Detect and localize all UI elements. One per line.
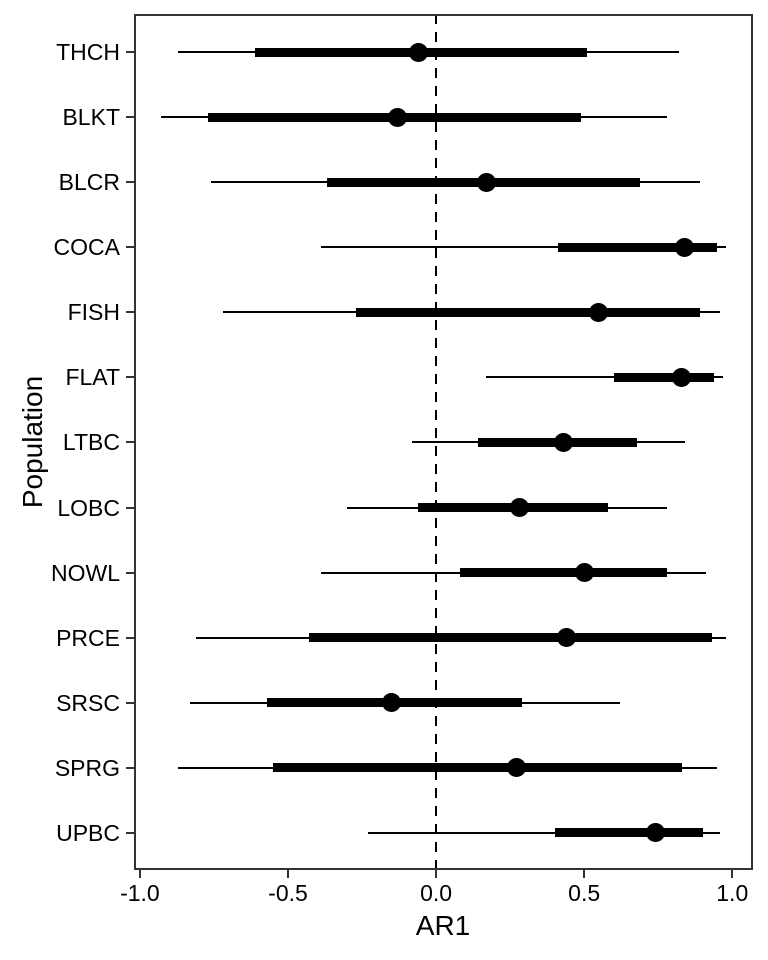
- row-inner-interval: [308, 633, 712, 643]
- row-outer-interval: [367, 831, 721, 834]
- x-axis-tick: [287, 870, 289, 878]
- row-inner-interval: [273, 763, 682, 773]
- row-point-estimate: [574, 563, 594, 583]
- row-point-estimate: [388, 107, 408, 127]
- row-inner-interval: [557, 242, 718, 252]
- row-point-estimate: [553, 432, 573, 452]
- x-axis-tick: [731, 870, 734, 878]
- y-axis-tick: [126, 636, 134, 639]
- y-axis-tick: [126, 441, 134, 444]
- y-tick-label: LOBC: [57, 494, 120, 521]
- x-axis-title: AR1: [415, 910, 471, 941]
- row-point-estimate: [675, 237, 695, 257]
- row-inner-interval: [356, 307, 700, 317]
- x-tick-label: -0.5: [268, 880, 308, 906]
- row-outer-interval: [320, 246, 727, 249]
- y-tick-label: BLCR: [58, 169, 120, 196]
- y-axis-tick: [126, 571, 134, 574]
- y-tick-label: SPRG: [54, 754, 120, 781]
- y-axis-tick: [126, 311, 134, 314]
- y-tick-label: BLKT: [62, 104, 120, 131]
- y-tick-label: THCH: [56, 39, 120, 65]
- y-tick-label: SRSC: [56, 689, 120, 716]
- plot-panel: [134, 14, 753, 870]
- row-point-estimate: [672, 367, 692, 387]
- y-axis-tick: [126, 51, 134, 53]
- row-inner-interval: [554, 828, 703, 838]
- x-axis-tick: [435, 870, 438, 878]
- y-tick-label: NOWL: [51, 559, 120, 586]
- y-axis-tick: [126, 181, 134, 184]
- y-axis-tick: [126, 701, 134, 704]
- y-axis-tick: [126, 116, 134, 119]
- y-axis-tick: [126, 376, 134, 379]
- row-point-estimate: [506, 758, 526, 778]
- y-tick-label: PRCE: [56, 624, 120, 651]
- y-tick-label: FLAT: [65, 364, 120, 391]
- row-inner-interval: [459, 568, 668, 578]
- row-point-estimate: [645, 823, 665, 843]
- y-tick-label: UPBC: [56, 819, 120, 846]
- row-point-estimate: [382, 693, 402, 713]
- x-tick-label: 1.0: [716, 880, 749, 906]
- row-outer-interval: [486, 376, 724, 379]
- row-inner-interval: [613, 372, 715, 382]
- y-axis-tick: [126, 766, 134, 769]
- x-tick-label: -1.0: [120, 880, 160, 906]
- row-point-estimate: [509, 498, 529, 518]
- y-axis-tick: [126, 831, 134, 834]
- row-point-estimate: [589, 302, 609, 322]
- y-axis-tick: [126, 246, 134, 249]
- y-tick-label: LTBC: [62, 429, 120, 456]
- y-tick-label: COCA: [53, 234, 120, 261]
- y-tick-label: FISH: [67, 299, 120, 326]
- row-point-estimate: [408, 42, 428, 62]
- x-axis-tick: [138, 870, 141, 878]
- x-tick-label: 0.0: [420, 880, 453, 906]
- row-point-estimate: [476, 172, 496, 192]
- x-axis-tick: [583, 870, 586, 878]
- x-tick-label: 0.5: [568, 880, 601, 906]
- row-point-estimate: [556, 628, 576, 648]
- y-axis-tick: [126, 506, 134, 509]
